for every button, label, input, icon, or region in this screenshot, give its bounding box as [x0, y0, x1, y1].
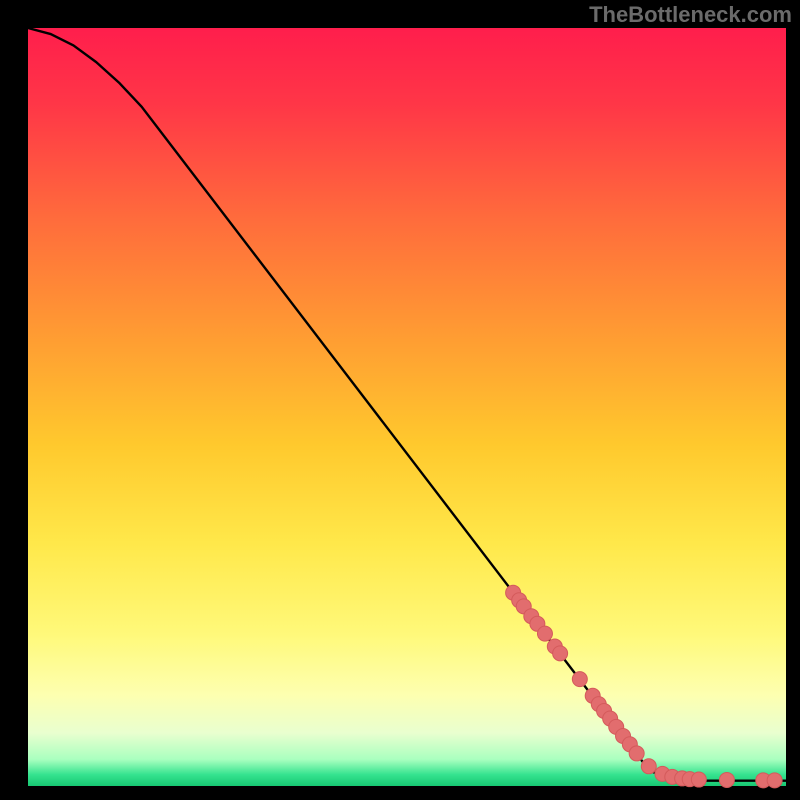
- marker-point: [641, 759, 656, 774]
- marker-point: [553, 646, 568, 661]
- plot-background: [28, 28, 786, 786]
- marker-point: [537, 626, 552, 641]
- watermark-label: TheBottleneck.com: [589, 2, 792, 28]
- marker-point: [767, 773, 782, 788]
- marker-point: [629, 746, 644, 761]
- marker-point: [691, 772, 706, 787]
- chart-svg: [0, 0, 800, 800]
- marker-point: [719, 772, 734, 787]
- figure-root: TheBottleneck.com: [0, 0, 800, 800]
- marker-point: [572, 672, 587, 687]
